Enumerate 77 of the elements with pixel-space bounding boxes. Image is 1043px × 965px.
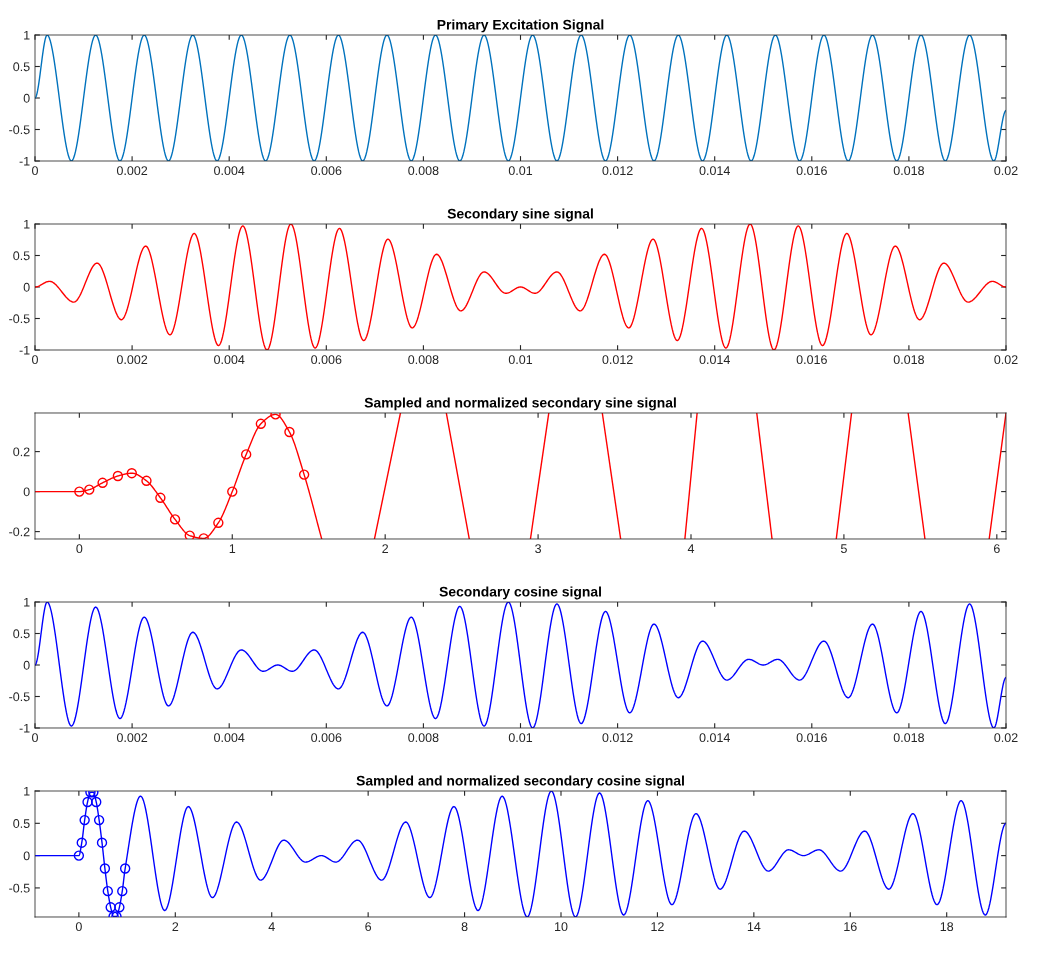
x-tick-label: 1 <box>229 544 236 553</box>
y-tick-label: -1 <box>19 156 30 166</box>
x-tick-label: 0.004 <box>214 733 245 743</box>
y-tick-label: -0.5 <box>9 125 30 135</box>
y-tick-label: -1 <box>19 723 30 733</box>
y-tick-label: 0 <box>23 282 30 292</box>
x-tick-label: 0.014 <box>699 166 730 176</box>
x-tick-label: 0.018 <box>893 733 924 743</box>
x-tick-label: 0.014 <box>699 733 730 743</box>
x-tick-label: 5 <box>840 544 847 554</box>
y-tick-label: -1 <box>19 345 30 355</box>
x-tick-label: 0.006 <box>311 355 342 365</box>
x-tick-label: 0.018 <box>893 355 924 365</box>
y-tick-label: 0 <box>23 93 30 103</box>
y-tick-label: 0 <box>23 851 30 861</box>
chart-title: Secondary sine signal <box>447 208 593 222</box>
y-tick-label: 0.5 <box>13 62 30 72</box>
x-tick-label: 0 <box>76 544 83 554</box>
x-tick-label: 0.002 <box>116 733 148 743</box>
y-tick-label: 1 <box>24 597 30 607</box>
y-tick-label: -0.5 <box>9 692 30 702</box>
x-tick-label: 0.004 <box>214 355 245 365</box>
chart-title: Primary Excitation Signal <box>437 19 604 33</box>
x-tick-label: 12 <box>651 922 664 931</box>
x-tick-label: 0 <box>32 733 38 743</box>
x-tick-label: 0.01 <box>508 166 533 176</box>
y-tick-label: -0.5 <box>9 314 30 324</box>
x-tick-label: 0.008 <box>408 355 439 365</box>
y-tick-label: 0 <box>23 487 30 497</box>
x-tick-label: 8 <box>461 922 468 932</box>
x-tick-label: 0.02 <box>994 355 1018 365</box>
x-tick-label: 0.02 <box>994 166 1018 176</box>
x-tick-label: 0.016 <box>796 355 827 365</box>
x-tick-label: 0.012 <box>602 733 633 743</box>
x-tick-label: 0.01 <box>508 733 533 743</box>
chart-title: Sampled and normalized secondary sine signal <box>364 397 676 411</box>
x-tick-label: 0.014 <box>699 355 730 365</box>
chart-title: Sampled and normalized secondary cosine signal <box>356 775 684 789</box>
y-tick-label: 1 <box>24 786 30 796</box>
x-tick-label: 0.02 <box>994 733 1018 743</box>
y-tick-label: 0.5 <box>13 251 30 261</box>
x-tick-label: 6 <box>365 922 372 932</box>
y-tick-label: 0.5 <box>13 629 30 639</box>
x-tick-label: 0.006 <box>311 166 342 176</box>
x-tick-label: 0.016 <box>796 166 827 176</box>
x-tick-label: 0.008 <box>408 733 439 743</box>
y-tick-label: 0 <box>23 660 30 670</box>
y-tick-label: 1 <box>24 219 30 229</box>
x-tick-label: 0.002 <box>116 355 148 365</box>
x-tick-label: 4 <box>687 544 695 553</box>
y-tick-label: -0.5 <box>9 883 30 893</box>
x-tick-label: 3 <box>535 544 542 554</box>
x-tick-label: 0.002 <box>116 166 148 176</box>
x-tick-label: 0.01 <box>508 355 533 365</box>
x-tick-label: 0.018 <box>893 166 924 176</box>
y-tick-label: -0.2 <box>9 527 30 537</box>
y-tick-label: 0.2 <box>13 447 30 457</box>
x-tick-label: 0.006 <box>311 733 342 743</box>
x-tick-label: 2 <box>382 544 389 553</box>
y-tick-label: 1 <box>24 30 30 40</box>
x-tick-label: 0 <box>75 922 82 932</box>
x-tick-label: 2 <box>172 922 179 931</box>
x-tick-label: 18 <box>940 922 954 932</box>
x-tick-label: 0 <box>32 355 38 365</box>
x-tick-label: 6 <box>993 544 1000 554</box>
x-tick-label: 0 <box>32 166 38 176</box>
x-tick-label: 14 <box>747 922 761 931</box>
x-tick-label: 0.016 <box>796 733 827 743</box>
chart-title: Secondary cosine signal <box>439 586 601 600</box>
x-tick-label: 4 <box>268 922 275 931</box>
x-tick-label: 0.004 <box>214 166 245 176</box>
x-tick-label: 0.008 <box>408 166 439 176</box>
x-tick-label: 0.012 <box>602 166 633 176</box>
x-tick-label: 16 <box>844 922 857 932</box>
x-tick-label: 10 <box>555 922 568 932</box>
x-tick-label: 0.012 <box>602 355 633 365</box>
y-tick-label: 0.5 <box>13 819 30 828</box>
